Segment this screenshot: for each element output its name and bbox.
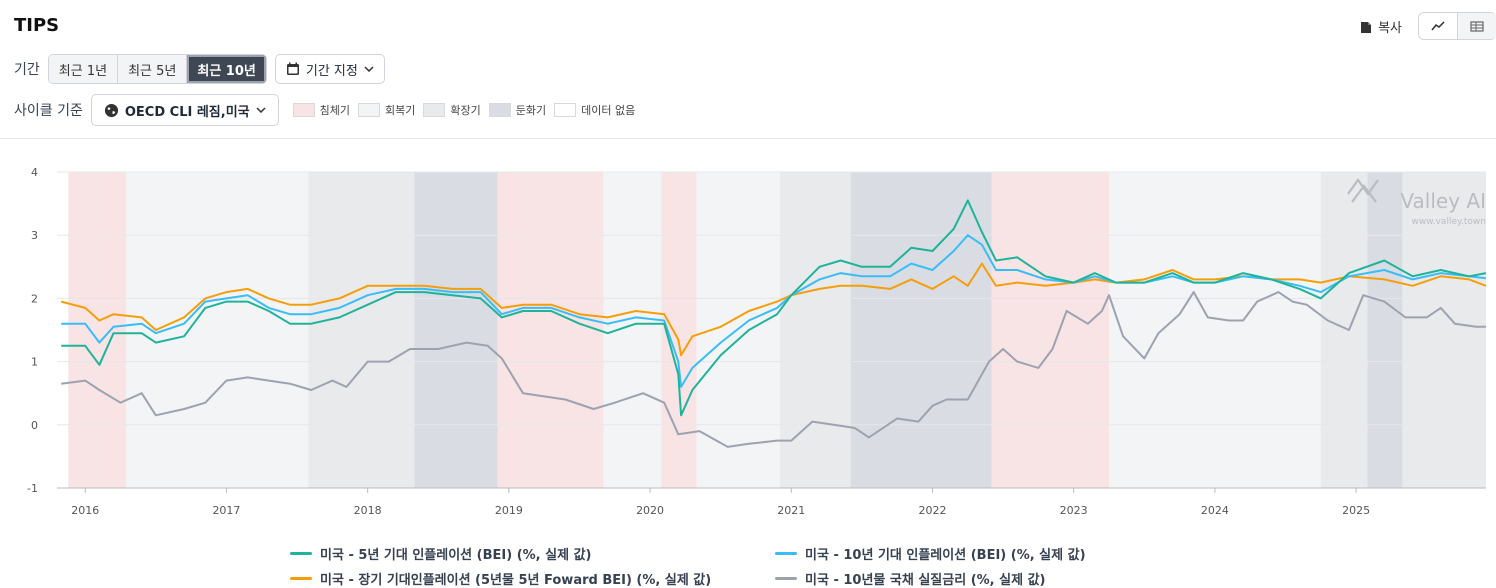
calendar-icon <box>286 62 299 75</box>
cycle-row: 사이클 기준 OECD CLI 레짐,미국 침체기 회복기 확장기 둔화기 데이터 없음 <box>14 94 635 126</box>
regime-band <box>1320 172 1368 488</box>
y-tick-label: 3 <box>31 229 38 242</box>
top-right-toolbar: 복사 <box>1359 12 1496 40</box>
phase-legend-item: 확장기 <box>423 102 481 118</box>
phase-swatch <box>488 103 511 117</box>
phase-legend-item: 침체기 <box>292 102 350 118</box>
cycle-selector[interactable]: OECD CLI 레짐,미국 <box>90 94 279 126</box>
line-chart-icon <box>1431 21 1445 31</box>
regime-band <box>68 172 127 488</box>
x-tick-label: 2020 <box>636 504 664 517</box>
legend-swatch <box>290 552 312 555</box>
line-view-button[interactable] <box>1419 13 1458 39</box>
copy-button[interactable]: 복사 <box>1359 17 1402 36</box>
phase-swatch <box>292 103 315 117</box>
period-10y-button[interactable]: 최근 10년 <box>187 55 266 83</box>
chevron-down-icon <box>364 66 374 72</box>
phase-legend-item: 둔화기 <box>488 102 547 118</box>
x-tick-label: 2025 <box>1342 504 1370 517</box>
chevron-down-icon <box>256 107 266 113</box>
regime-band <box>850 172 992 488</box>
phase-legend-item: 데이터 없음 <box>554 102 635 118</box>
x-tick-label: 2016 <box>71 504 99 517</box>
custom-period-button[interactable]: 기간 지정 <box>274 54 385 84</box>
legend-label: 미국 - 10년물 국채 실질금리 (%, 실제 값) <box>805 573 1046 588</box>
globe-icon <box>104 103 118 117</box>
custom-period-label: 기간 지정 <box>305 63 358 79</box>
x-tick-label: 2017 <box>212 504 240 517</box>
x-tick-label: 2023 <box>1060 504 1088 517</box>
watermark-logo-icon <box>1347 178 1379 203</box>
series-line <box>60 262 1487 357</box>
y-tick-label: 0 <box>31 419 38 432</box>
period-segment: 최근 1년 최근 5년 최근 10년 <box>47 54 267 84</box>
regime-band <box>1108 172 1321 488</box>
legend-label: 미국 - 장기 기대인플레이션 (5년물 5년 Foward BEI) (%, … <box>320 573 712 588</box>
regime-band <box>126 172 309 488</box>
y-tick-label: 2 <box>31 292 38 305</box>
phase-legend: 침체기 회복기 확장기 둔화기 데이터 없음 <box>292 102 635 118</box>
phase-label: 확장기 <box>450 104 481 117</box>
section-divider <box>0 138 1496 139</box>
legend-item-10y-real-yield[interactable]: 미국 - 10년물 국채 실질금리 (%, 실제 값) <box>775 569 1046 588</box>
page-title: TIPS <box>14 15 60 36</box>
phase-swatch <box>554 103 577 117</box>
x-tick-label: 2018 <box>354 504 382 517</box>
y-tick-label: 1 <box>31 356 38 369</box>
legend-label: 미국 - 10년 기대 인플레이션 (BEI) (%, 실제 값) <box>805 548 1086 563</box>
table-icon <box>1470 20 1484 32</box>
legend-swatch <box>775 577 797 580</box>
regime-band <box>1402 172 1486 488</box>
cycle-label: 사이클 기준 <box>14 103 83 119</box>
x-tick-label: 2024 <box>1201 504 1229 517</box>
y-tick-label: 4 <box>31 166 38 179</box>
series-line <box>61 199 1487 417</box>
watermark-url: www.valley.town <box>1411 217 1486 227</box>
legend-item-5y-bei[interactable]: 미국 - 5년 기대 인플레이션 (BEI) (%, 실제 값) <box>290 544 591 563</box>
x-tick-label: 2019 <box>495 504 523 517</box>
watermark-brand: Valley AI <box>1400 189 1486 213</box>
table-view-button[interactable] <box>1458 13 1496 39</box>
phase-swatch <box>423 103 446 117</box>
phase-label: 회복기 <box>385 104 416 117</box>
legend-label: 미국 - 5년 기대 인플레이션 (BEI) (%, 실제 값) <box>320 548 592 563</box>
period-label: 기간 <box>14 62 40 78</box>
legend-swatch <box>290 577 312 580</box>
phase-swatch <box>358 103 380 117</box>
phase-label: 침체기 <box>319 104 350 117</box>
x-tick-label: 2021 <box>777 504 805 517</box>
regime-band <box>603 172 662 488</box>
cycle-selector-label: OECD CLI 레짐,미국 <box>124 104 250 120</box>
copy-icon <box>1361 21 1372 33</box>
legend-swatch <box>775 552 797 555</box>
view-toggle <box>1418 12 1496 40</box>
period-5y-button[interactable]: 최근 5년 <box>118 55 188 83</box>
y-tick-label: -1 <box>27 482 38 495</box>
tips-line-chart: 4 3 2 1 0 -1 2016 2017 2018 2019 2020 2021 2022 2023 2… <box>27 166 1487 517</box>
period-row: 기간 최근 1년 최근 5년 최근 10년 기간 지정 <box>14 54 385 84</box>
regime-band <box>991 172 1109 488</box>
period-1y-button[interactable]: 최근 1년 <box>48 55 119 83</box>
regime-band <box>414 172 498 488</box>
phase-legend-item: 회복기 <box>358 102 415 118</box>
regime-band <box>308 172 415 488</box>
copy-label: 복사 <box>1378 20 1402 36</box>
legend-item-5y5y-forward[interactable]: 미국 - 장기 기대인플레이션 (5년물 5년 Foward BEI) (%, … <box>290 569 711 588</box>
regime-band <box>1367 172 1403 488</box>
legend-item-10y-bei[interactable]: 미국 - 10년 기대 인플레이션 (BEI) (%, 실제 값) <box>775 544 1086 563</box>
phase-label: 둔화기 <box>515 104 547 117</box>
phase-label: 데이터 없음 <box>581 104 636 117</box>
x-tick-label: 2022 <box>918 504 946 517</box>
regime-band <box>497 172 604 488</box>
series-line <box>61 291 1486 448</box>
regime-band <box>779 172 851 488</box>
